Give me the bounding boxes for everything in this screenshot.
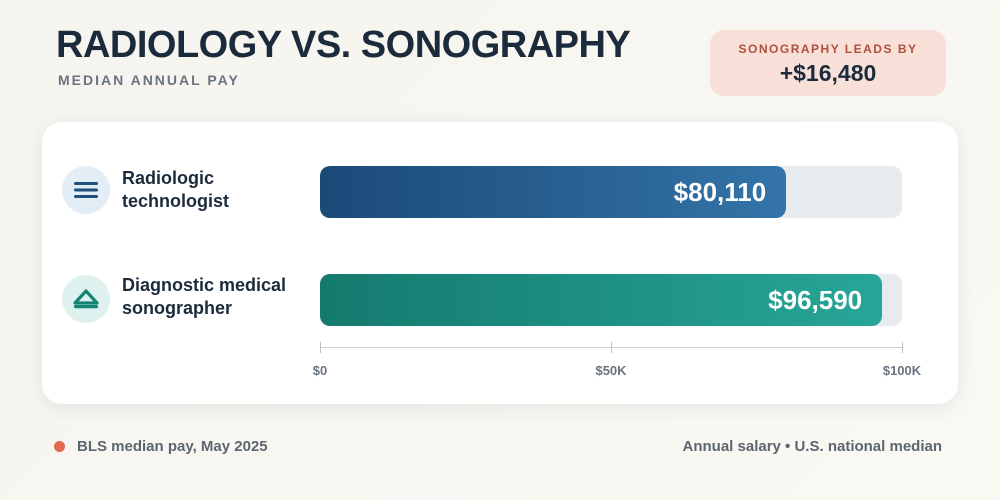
x-axis-tick <box>320 342 321 353</box>
bar-label-diagnostic-medical-sonographer: Diagnostic medical sonographer <box>122 275 287 318</box>
x-axis-tick <box>902 342 903 353</box>
bar-diagnostic-medical-sonographer: $96,590 <box>320 274 883 326</box>
source-text: BLS median pay, May 2025 <box>77 438 268 455</box>
x-axis-tick-label: $50K <box>595 363 627 378</box>
bar-label-radiologic-technologist: Radiologic technologist <box>122 168 229 211</box>
probe-dome-icon <box>62 275 110 323</box>
x-axis-tick-label: $100K <box>882 363 922 378</box>
difference-callout: SONOGRAPHY LEADS BY +$16,480 <box>710 30 946 96</box>
difference-value: +$16,480 <box>779 60 877 86</box>
chart-subtitle: MEDIAN ANNUAL PAY <box>58 72 240 88</box>
source-note: BLS median pay, May 2025 <box>54 438 268 455</box>
units-note: Annual salary • U.S. national median <box>682 438 942 455</box>
bullet-dot-icon <box>54 441 65 452</box>
x-axis-tick <box>611 342 612 353</box>
chart-card: Radiologic technologist $80,110 Diagnost… <box>42 122 958 404</box>
bar-value-diagnostic-medical-sonographer: $96,590 <box>768 285 863 315</box>
chart-title: RADIOLOGY VS. SONOGRAPHY <box>56 24 631 66</box>
menu-lines-icon <box>62 166 110 214</box>
bar-value-radiologic-technologist: $80,110 <box>673 177 767 207</box>
difference-label: SONOGRAPHY LEADS BY <box>738 42 918 56</box>
bar-radiologic-technologist: $80,110 <box>320 166 787 218</box>
bar-track-diagnostic-medical-sonographer: $96,590 <box>320 274 902 326</box>
x-axis-tick-label: $0 <box>312 363 328 378</box>
bar-track-radiologic-technologist: $80,110 <box>320 166 902 218</box>
